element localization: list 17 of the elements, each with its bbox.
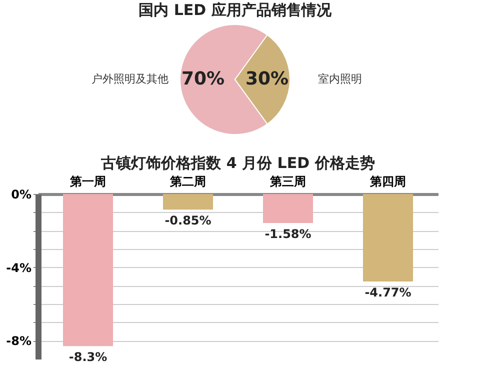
x-tick-label: 第四周 — [369, 174, 406, 188]
data-label: -4.77% — [364, 285, 412, 300]
y-tick-label: -8% — [6, 334, 32, 348]
x-tick-label: 第三周 — [269, 174, 306, 188]
y-tick-label: -4% — [6, 260, 32, 275]
x-tick-label: 第二周 — [169, 174, 206, 188]
chart-title: 国内 LED 应用产品销售情况 — [138, 1, 332, 19]
data-label: 70% — [181, 68, 225, 90]
slice-label: 户外照明及其他 — [92, 72, 168, 86]
data-label: 30% — [245, 68, 289, 90]
x-tick-label: 第一周 — [69, 174, 106, 188]
data-label: -1.58% — [264, 226, 312, 241]
data-label: -0.85% — [164, 214, 212, 228]
y-tick-label: 0% — [11, 188, 32, 202]
chart-title: 古镇灯饰价格指数 4 月份 LED 价格走势 — [100, 154, 375, 172]
slice-label: 室内照明 — [318, 72, 362, 86]
data-label: -8.3% — [68, 350, 108, 364]
